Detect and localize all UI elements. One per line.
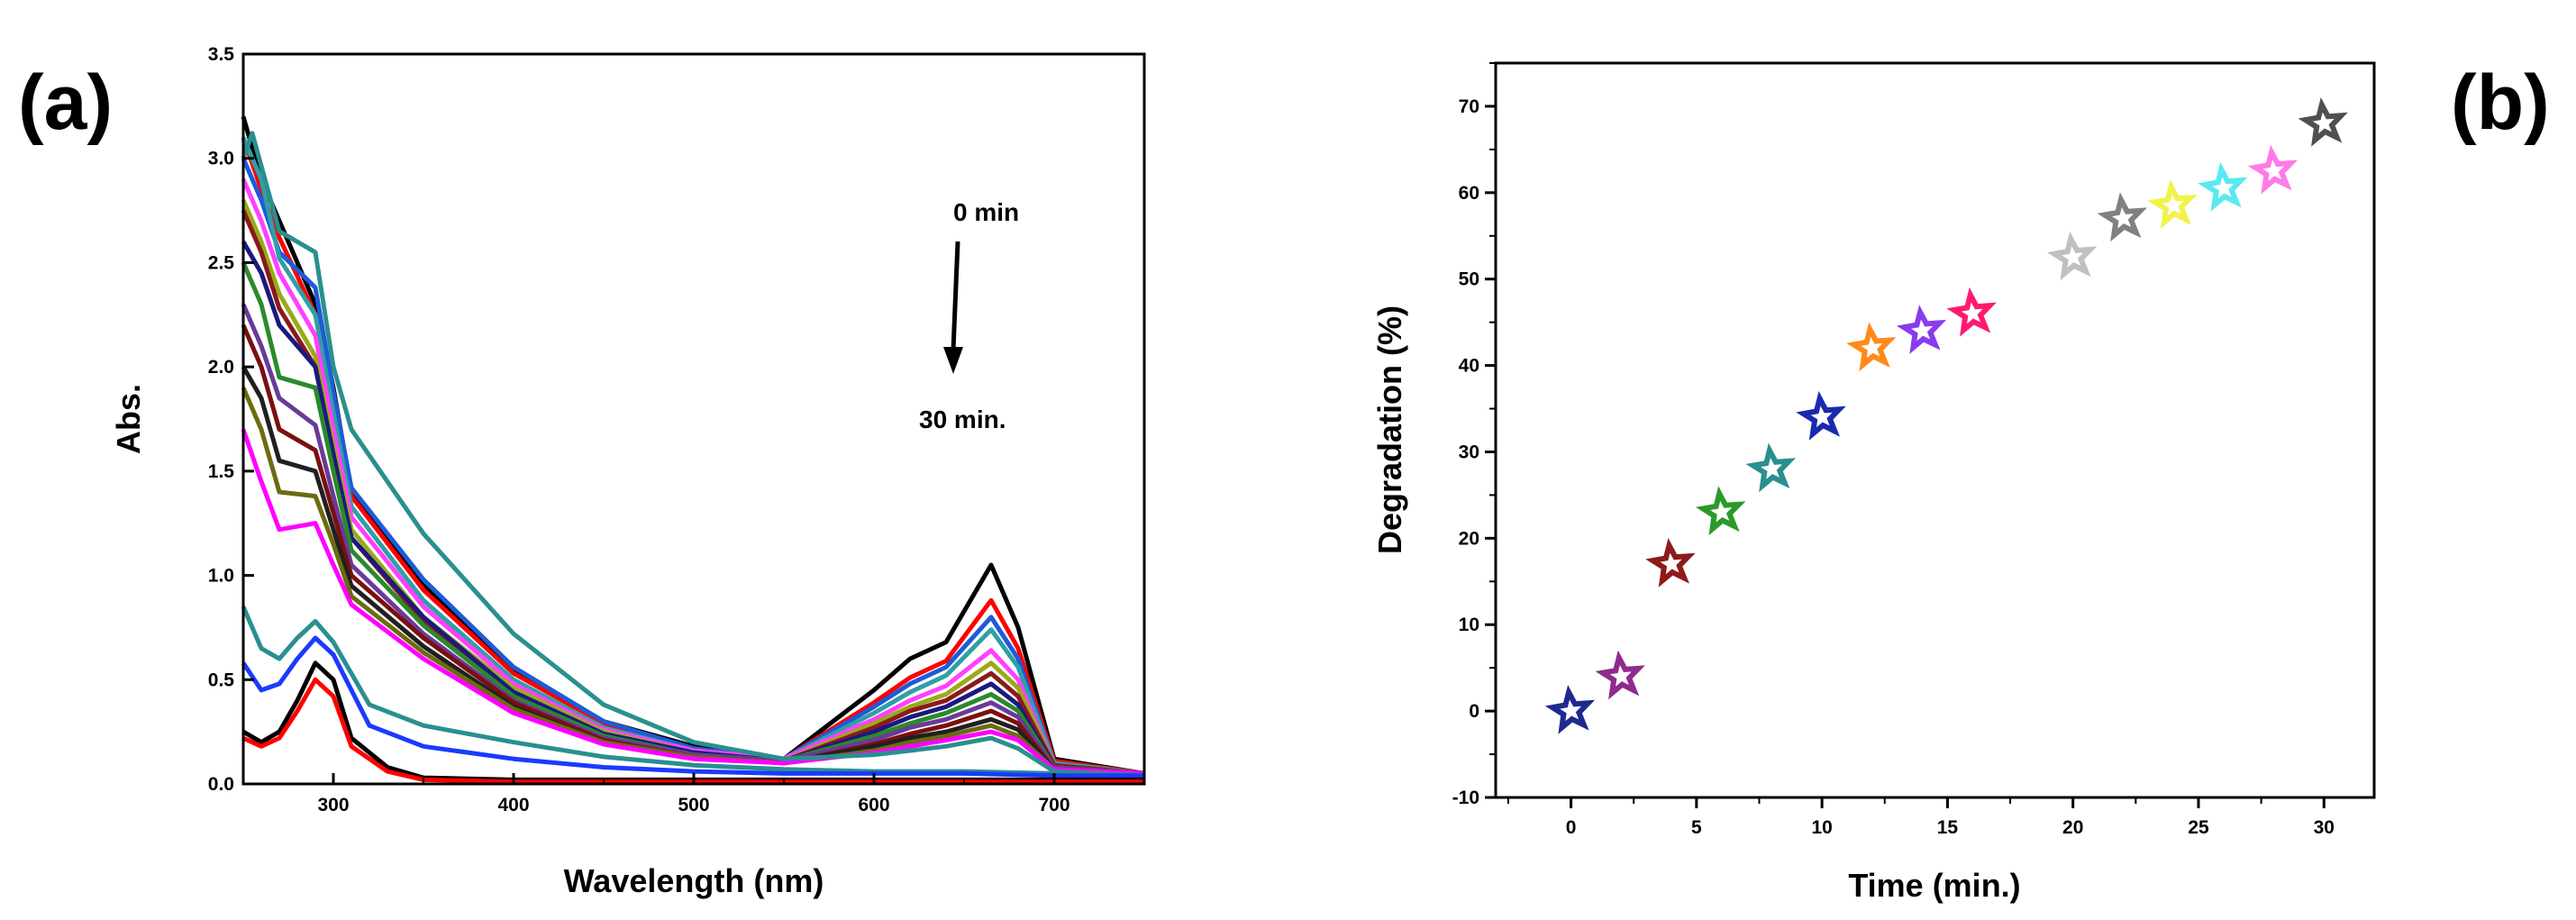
absorbance-line-3	[241, 157, 1145, 776]
degradation-point-22min	[2097, 192, 2148, 242]
degradation-points-group	[1544, 97, 2348, 734]
y-tick-label-b: 50	[1459, 269, 1479, 290]
x-ticks-a: 300 400 500 600 700	[317, 773, 1070, 815]
y-tick-label-b: 30	[1459, 442, 1479, 462]
degradation-point-0min	[1544, 685, 1596, 734]
y-tick-label-a: 0.0	[208, 774, 234, 795]
y-tick-label-a: 2.5	[208, 252, 235, 273]
absorbance-series-group	[241, 115, 1145, 785]
x-ticks-b: 0 5 10 15 20 25 30	[1506, 797, 2335, 838]
degradation-point-4min	[1645, 538, 1696, 588]
y-tick-label-a: 0.5	[208, 670, 235, 690]
degradation-point-24min	[2147, 179, 2198, 229]
x-tick-label-a: 500	[678, 795, 709, 815]
degradation-point-30min	[2298, 97, 2348, 147]
degradation-point-8min	[1745, 442, 1797, 493]
x-tick-label-b: 0	[1566, 817, 1577, 838]
annotation-arrow-head	[943, 347, 963, 374]
y-tick-label-b: -10	[1452, 788, 1479, 808]
chart-panel-a: (a) 300 400 500 600 700 0.0 0.5 1.0 1.5 2.0 2.5 3.…	[18, 44, 1146, 899]
y-ticks-a: 0.0 0.5 1.0 1.5 2.0 2.5 3.0 3.5	[208, 44, 254, 795]
y-tick-label-b: 60	[1459, 183, 1479, 204]
absorbance-line-8	[241, 241, 1145, 776]
panel-label-b: (b)	[2451, 59, 2550, 146]
absorbance-line-7	[241, 209, 1145, 776]
y-tick-label-b: 40	[1459, 356, 1479, 377]
x-tick-label-a: 300	[317, 795, 349, 815]
absorbance-line-14	[241, 428, 1145, 776]
annotation-start-time: 0 min	[953, 198, 1019, 226]
degradation-point-28min	[2247, 144, 2298, 195]
degradation-point-20min	[2046, 231, 2098, 281]
x-tick-label-b: 30	[2314, 817, 2335, 838]
x-tick-label-b: 10	[1811, 817, 1832, 838]
y-tick-label-a: 1.0	[208, 566, 234, 587]
x-tick-label-b: 15	[1937, 817, 1959, 838]
x-tick-label-b: 5	[1691, 817, 1702, 838]
panel-label-a: (a)	[18, 59, 113, 146]
absorbance-line-5	[241, 178, 1145, 776]
y-tick-label-b: 70	[1459, 96, 1479, 117]
x-tick-label-b: 25	[2188, 817, 2209, 838]
y-tick-label-a: 2.0	[208, 357, 234, 378]
x-axis-label-b: Time (min.)	[1848, 867, 2020, 904]
y-axis-label-a: Abs.	[110, 384, 147, 454]
degradation-point-16min	[1946, 287, 1997, 337]
y-tick-label-a: 1.5	[208, 461, 235, 482]
chart-panel-b: (b) 0 5 10 15 20 25 30 -10 0 10 20 30 40 50 60 70 Time…	[1371, 59, 2550, 904]
absorbance-line-19	[241, 677, 1144, 785]
y-tick-label-b: 0	[1469, 701, 1479, 722]
x-tick-label-a: 600	[858, 795, 889, 815]
degradation-point-2min	[1595, 650, 1645, 700]
x-tick-label-a: 400	[497, 795, 529, 815]
degradation-point-6min	[1695, 486, 1746, 536]
degradation-point-14min	[1896, 305, 1947, 354]
absorbance-line-17	[241, 635, 1144, 779]
degradation-point-10min	[1796, 391, 1846, 441]
plot-frame-a	[241, 52, 1146, 786]
x-tick-label-a: 700	[1038, 795, 1070, 815]
y-tick-label-b: 10	[1459, 615, 1479, 635]
x-axis-label-a: Wavelength (nm)	[564, 862, 824, 899]
y-ticks-b: -10 0 10 20 30 40 50 60 70	[1452, 62, 1496, 808]
absorbance-line-15	[241, 131, 1145, 779]
y-axis-label-b: Degradation (%)	[1371, 305, 1408, 554]
degradation-point-26min	[2198, 161, 2248, 212]
annotation-end-time: 30 min.	[919, 405, 1006, 433]
plot-frame-b	[1494, 61, 2376, 799]
y-tick-label-a: 3.5	[208, 44, 235, 65]
degradation-point-12min	[1846, 322, 1897, 372]
y-tick-label-b: 20	[1459, 528, 1479, 549]
x-tick-label-b: 20	[2062, 817, 2083, 838]
y-tick-label-a: 3.0	[208, 149, 234, 169]
annotation-arrow-shaft	[951, 241, 960, 351]
